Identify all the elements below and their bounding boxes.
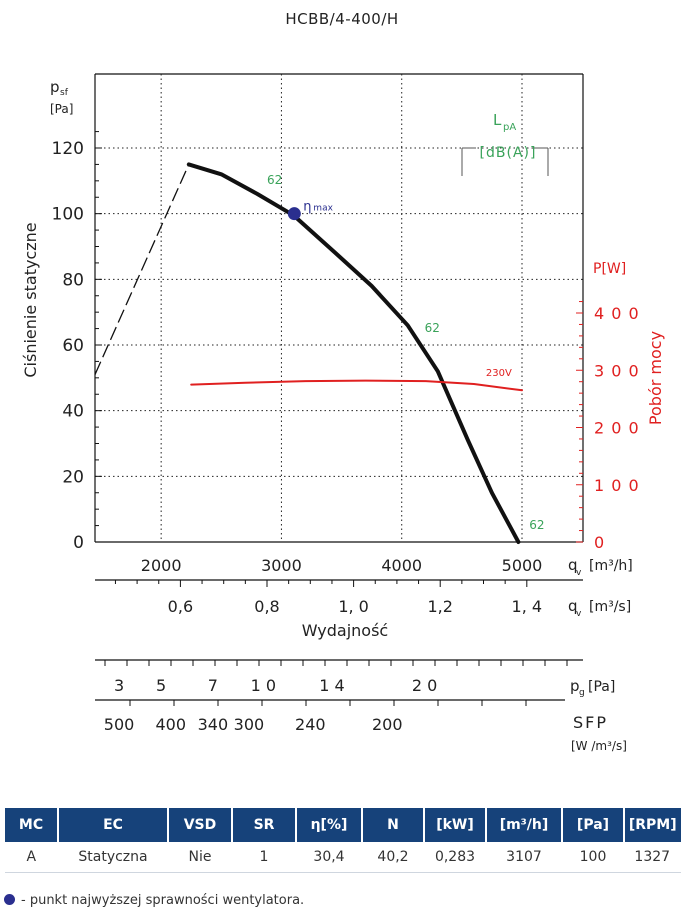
efficiency-point-icon [4, 894, 15, 905]
y-axis-title: Ciśnienie statyczne [21, 222, 40, 377]
footnote: - punkt najwyższej sprawności wentylator… [4, 893, 304, 908]
cell-kw: 0,283 [424, 842, 487, 873]
header-kw: [kW] [424, 808, 487, 842]
pg-scale-label: 3 [114, 676, 124, 695]
sound-level-label: 62 [267, 173, 282, 187]
y2-axis-title: Pobór mocy [646, 331, 665, 425]
pg-scale-label: 7 [208, 676, 218, 695]
sfp-label: SFP [573, 713, 608, 732]
header-eta: η[%] [296, 808, 363, 842]
sfp-scale-label: 200 [372, 715, 403, 734]
pg-scale-label: 1 4 [319, 676, 344, 695]
x-m3h-unit: [m³/h] [589, 558, 633, 574]
x-m3h-tick-label: 4000 [381, 556, 422, 575]
y-tick-label: 80 [62, 270, 84, 290]
cell-n: 40,2 [362, 842, 425, 873]
cell-ec: Statyczna [58, 842, 169, 873]
header-vsd: VSD [168, 808, 233, 842]
header-n: N [362, 808, 425, 842]
x-m3h-tick-label: 3000 [261, 556, 302, 575]
sfp-scale-label: 400 [156, 715, 187, 734]
y-symbol-sub: sf [60, 88, 69, 98]
x-m3s-tick-label: 1, 4 [512, 597, 543, 616]
pressure-curve [186, 162, 521, 544]
fan-chart: HCBB/4-400/H 0 20 40 60 80 100 120 Ciśnienie sta… [21, 10, 665, 753]
header-pa: [Pa] [562, 808, 625, 842]
voltage-label: 230V [486, 368, 512, 379]
cell-rpm: 1327 [624, 842, 681, 873]
cell-vsd: Nie [168, 842, 233, 873]
cell-m3h: 3107 [486, 842, 563, 873]
pg-label-sub: g [579, 688, 585, 698]
header-m3h: [m³/h] [486, 808, 563, 842]
pg-scale-label: 1 0 [251, 676, 276, 695]
x-axis-title: Wydajność [302, 621, 388, 640]
x-m3s-tick-label: 0,6 [168, 597, 193, 616]
eta-max-label: η [303, 200, 311, 215]
header-rpm: [RPM] [624, 808, 681, 842]
power-curve-230v [190, 379, 523, 392]
y2-tick-label: 3 0 0 [594, 361, 640, 380]
y2-tick-label: 2 0 0 [594, 419, 640, 438]
sfp-scale-label: 500 [104, 715, 135, 734]
header-mc: MC [5, 808, 59, 842]
lpa-label: L [493, 111, 502, 129]
x-m3s-tick-label: 1,2 [427, 597, 452, 616]
y-tick-label: 60 [62, 336, 84, 356]
header-sr: SR [232, 808, 297, 842]
sfp-scale-label: 300 [234, 715, 265, 734]
pg-scale-label: 5 [156, 676, 166, 695]
y2-unit: P[W] [593, 261, 626, 277]
x-m3h-tick-label: 5000 [502, 556, 543, 575]
x-m3h-tick-label: 2000 [141, 556, 182, 575]
y2-tick-label: 4 0 0 [594, 304, 640, 323]
y-tick-label: 0 [73, 533, 84, 553]
sfp-unit: [W /m³/s] [571, 739, 627, 753]
x-m3s-unit: [m³/s] [589, 599, 631, 615]
table-row: A Statyczna Nie 1 30,4 40,2 0,283 3107 1… [5, 842, 681, 873]
y-tick-label: 40 [62, 402, 84, 422]
x-m3h-symbol-sub: v [576, 568, 582, 578]
y-tick-label: 20 [62, 467, 84, 487]
sound-level-label: 62 [529, 518, 544, 532]
pg-label: p [570, 677, 580, 695]
chart-title: HCBB/4-400/H [285, 10, 398, 28]
sfp-scale-label: 340 [198, 715, 229, 734]
cell-pa: 100 [562, 842, 625, 873]
y-unit: [Pa] [50, 102, 73, 116]
footnote-text: - punkt najwyższej sprawności wentylator… [21, 893, 305, 908]
x-m3s-symbol-sub: v [576, 609, 582, 619]
y-tick-label: 120 [52, 139, 84, 159]
x-m3s-tick-label: 1, 0 [338, 597, 369, 616]
lpa-box [461, 147, 549, 176]
y2-tick-label: 1 0 0 [594, 476, 640, 495]
x-m3s-tick-label: 0,8 [254, 597, 279, 616]
spec-table-header-row: MC EC VSD SR η[%] N [kW] [m³/h] [Pa] [RP… [5, 808, 681, 842]
x-m3s-symbol: q [568, 597, 578, 615]
sfp-scale-label: 240 [295, 715, 326, 734]
header-ec: EC [58, 808, 169, 842]
y-tick-label: 100 [52, 205, 84, 225]
lpa-unit: [dB(A)] [480, 145, 537, 161]
pg-unit: [Pa] [588, 679, 615, 695]
cell-sr: 1 [232, 842, 297, 873]
x-m3h-symbol: q [568, 556, 578, 574]
y-symbol: p [50, 78, 60, 96]
eta-max-label-sub: max [313, 204, 333, 214]
cell-mc: A [5, 842, 59, 873]
system-curve [94, 164, 190, 375]
sound-level-label: 62 [425, 321, 440, 335]
pg-scale-label: 2 0 [412, 676, 437, 695]
y2-tick-label: 0 [594, 533, 605, 552]
spec-table: MC EC VSD SR η[%] N [kW] [m³/h] [Pa] [RP… [5, 808, 681, 873]
cell-eta: 30,4 [296, 842, 363, 873]
lpa-label-sub: pA [503, 122, 516, 133]
eta-max-point [287, 207, 301, 221]
